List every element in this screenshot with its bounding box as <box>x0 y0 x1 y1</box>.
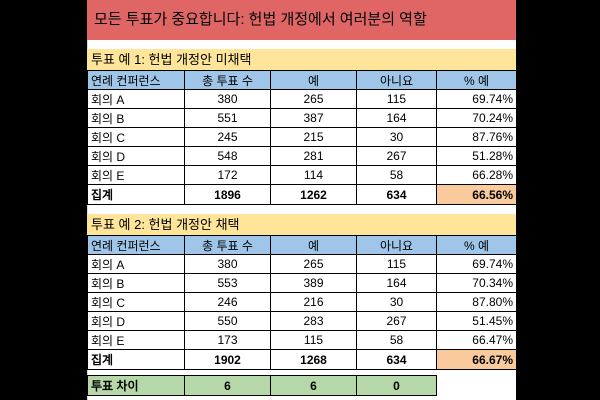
cell-conference[interactable]: 회의 B <box>87 108 185 128</box>
cell-yes[interactable]: 283 <box>270 311 357 331</box>
difference-label[interactable]: 투표 차이 <box>87 375 185 396</box>
total-votes[interactable]: 1896 <box>184 184 271 205</box>
table-row: 회의 D 550 283 267 51.45% <box>87 311 516 331</box>
cell-total[interactable]: 173 <box>184 330 271 350</box>
cell-yes[interactable]: 115 <box>270 330 357 350</box>
sheet-title[interactable]: 모든 투표가 중요합니다: 헌법 개정에서 여러분의 역할 <box>87 0 516 40</box>
cell-yes[interactable]: 281 <box>270 146 357 166</box>
cell-pct[interactable]: 66.47% <box>436 330 516 350</box>
total-pct[interactable]: 66.56% <box>436 184 516 205</box>
table-row: 회의 B 551 387 164 70.24% <box>87 108 516 128</box>
cell-conference[interactable]: 회의 D <box>87 311 185 331</box>
example2-subtitle[interactable]: 투표 예 2: 헌법 개정안 채택 <box>87 214 516 236</box>
example1-table: 연례 컨퍼런스 총 투표 수 예 아니요 % 예 회의 A 380 265 11… <box>87 70 516 205</box>
cell-conference[interactable]: 회의 E <box>87 330 185 350</box>
cell-no[interactable]: 58 <box>356 165 437 185</box>
cell-conference[interactable]: 회의 B <box>87 273 185 293</box>
difference-no[interactable]: 0 <box>356 375 437 396</box>
table-row: 회의 C 245 215 30 87.76% <box>87 127 516 147</box>
header-conference[interactable]: 연례 컨퍼런스 <box>87 235 185 255</box>
cell-yes[interactable]: 389 <box>270 273 357 293</box>
difference-table: 투표 차이 6 6 0 <box>87 375 437 396</box>
cell-conference[interactable]: 회의 D <box>87 146 185 166</box>
cell-conference[interactable]: 회의 C <box>87 292 185 312</box>
total-yes[interactable]: 1268 <box>270 349 357 370</box>
header-pct-yes[interactable]: % 예 <box>436 235 516 255</box>
cell-no[interactable]: 267 <box>356 146 437 166</box>
total-label[interactable]: 집계 <box>87 349 185 370</box>
header-yes[interactable]: 예 <box>270 235 357 255</box>
cell-pct[interactable]: 87.80% <box>436 292 516 312</box>
cell-no[interactable]: 164 <box>356 273 437 293</box>
total-row: 집계 1902 1268 634 66.67% <box>87 349 516 370</box>
difference-row: 투표 차이 6 6 0 <box>87 375 437 396</box>
header-no[interactable]: 아니요 <box>356 70 437 90</box>
cell-total[interactable]: 245 <box>184 127 271 147</box>
table-row: 회의 A 380 265 115 69.74% <box>87 254 516 274</box>
cell-total[interactable]: 550 <box>184 311 271 331</box>
table-row: 회의 D 548 281 267 51.28% <box>87 146 516 166</box>
cell-yes[interactable]: 216 <box>270 292 357 312</box>
table-row: 회의 A 380 265 115 69.74% <box>87 89 516 109</box>
cell-conference[interactable]: 회의 C <box>87 127 185 147</box>
header-conference[interactable]: 연례 컨퍼런스 <box>87 70 185 90</box>
example1-subtitle[interactable]: 투표 예 1: 헌법 개정안 미채택 <box>87 49 516 71</box>
cell-conference[interactable]: 회의 E <box>87 165 185 185</box>
spreadsheet: 모든 투표가 중요합니다: 헌법 개정에서 여러분의 역할 투표 예 1: 헌법… <box>87 0 516 400</box>
total-votes[interactable]: 1902 <box>184 349 271 370</box>
cell-conference[interactable]: 회의 A <box>87 89 185 109</box>
example2-table: 연례 컨퍼런스 총 투표 수 예 아니요 % 예 회의 A 380 265 11… <box>87 235 516 370</box>
cell-no[interactable]: 115 <box>356 89 437 109</box>
header-row: 연례 컨퍼런스 총 투표 수 예 아니요 % 예 <box>87 235 516 255</box>
cell-pct[interactable]: 69.74% <box>436 254 516 274</box>
cell-no[interactable]: 115 <box>356 254 437 274</box>
table-row: 회의 E 172 114 58 66.28% <box>87 165 516 185</box>
cell-yes[interactable]: 265 <box>270 254 357 274</box>
cell-total[interactable]: 246 <box>184 292 271 312</box>
cell-total[interactable]: 172 <box>184 165 271 185</box>
total-no[interactable]: 634 <box>356 184 437 205</box>
total-label[interactable]: 집계 <box>87 184 185 205</box>
cell-no[interactable]: 267 <box>356 311 437 331</box>
cell-yes[interactable]: 265 <box>270 89 357 109</box>
cell-pct[interactable]: 66.28% <box>436 165 516 185</box>
header-total-votes[interactable]: 총 투표 수 <box>184 70 271 90</box>
cell-yes[interactable]: 387 <box>270 108 357 128</box>
cell-no[interactable]: 164 <box>356 108 437 128</box>
cell-pct[interactable]: 87.76% <box>436 127 516 147</box>
cell-conference[interactable]: 회의 A <box>87 254 185 274</box>
header-no[interactable]: 아니요 <box>356 235 437 255</box>
table-row: 회의 C 246 216 30 87.80% <box>87 292 516 312</box>
cell-pct[interactable]: 51.28% <box>436 146 516 166</box>
cell-no[interactable]: 30 <box>356 292 437 312</box>
header-row: 연례 컨퍼런스 총 투표 수 예 아니요 % 예 <box>87 70 516 90</box>
cell-total[interactable]: 553 <box>184 273 271 293</box>
cell-total[interactable]: 380 <box>184 254 271 274</box>
total-pct[interactable]: 66.67% <box>436 349 516 370</box>
cell-yes[interactable]: 215 <box>270 127 357 147</box>
table-row: 회의 B 553 389 164 70.34% <box>87 273 516 293</box>
cell-pct[interactable]: 51.45% <box>436 311 516 331</box>
cell-pct[interactable]: 70.24% <box>436 108 516 128</box>
cell-total[interactable]: 380 <box>184 89 271 109</box>
cell-total[interactable]: 551 <box>184 108 271 128</box>
table-row: 회의 E 173 115 58 66.47% <box>87 330 516 350</box>
header-total-votes[interactable]: 총 투표 수 <box>184 235 271 255</box>
cell-no[interactable]: 58 <box>356 330 437 350</box>
header-pct-yes[interactable]: % 예 <box>436 70 516 90</box>
difference-yes[interactable]: 6 <box>270 375 357 396</box>
cell-pct[interactable]: 69.74% <box>436 89 516 109</box>
cell-no[interactable]: 30 <box>356 127 437 147</box>
total-yes[interactable]: 1262 <box>270 184 357 205</box>
cell-yes[interactable]: 114 <box>270 165 357 185</box>
header-yes[interactable]: 예 <box>270 70 357 90</box>
total-no[interactable]: 634 <box>356 349 437 370</box>
difference-total[interactable]: 6 <box>184 375 271 396</box>
total-row: 집계 1896 1262 634 66.56% <box>87 184 516 205</box>
cell-total[interactable]: 548 <box>184 146 271 166</box>
cell-pct[interactable]: 70.34% <box>436 273 516 293</box>
